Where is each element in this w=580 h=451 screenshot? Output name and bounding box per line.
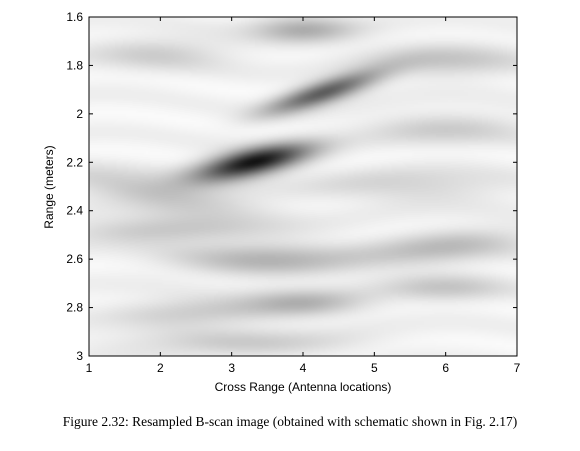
y-tick-label: 2.2 — [66, 155, 83, 169]
y-tick-label: 2 — [76, 107, 83, 121]
y-axis-ticks: 1.6 1.8 2 2.2 2.4 2.6 2.8 3 — [66, 10, 517, 363]
y-tick-label: 2.8 — [66, 301, 83, 315]
x-tick-label: 7 — [514, 361, 521, 375]
y-tick-label: 1.8 — [66, 58, 83, 72]
x-tick-label: 1 — [86, 361, 93, 375]
x-axis-label: Cross Range (Antenna locations) — [215, 380, 392, 394]
x-tick-label: 6 — [442, 361, 449, 375]
y-tick-label: 3 — [76, 349, 83, 363]
y-tick-label: 2.6 — [66, 252, 83, 266]
x-axis-ticks: 1 2 3 4 5 6 7 — [86, 17, 521, 375]
x-tick-label: 3 — [228, 361, 235, 375]
heatmap-image — [89, 17, 517, 356]
x-tick-label: 4 — [300, 361, 307, 375]
y-tick-label: 1.6 — [66, 10, 83, 24]
figure-caption: Figure 2.32: Resampled B-scan image (obt… — [62, 414, 518, 429]
x-tick-label: 5 — [371, 361, 378, 375]
x-tick-label: 2 — [157, 361, 164, 375]
y-tick-label: 2.4 — [66, 204, 83, 218]
y-axis-label: Range (meters) — [42, 145, 56, 228]
b-scan-chart: 1 2 3 4 5 6 7 1.6 1.8 2 2.2 2.4 2.6 2.8 3 Cross Range… — [42, 10, 521, 394]
